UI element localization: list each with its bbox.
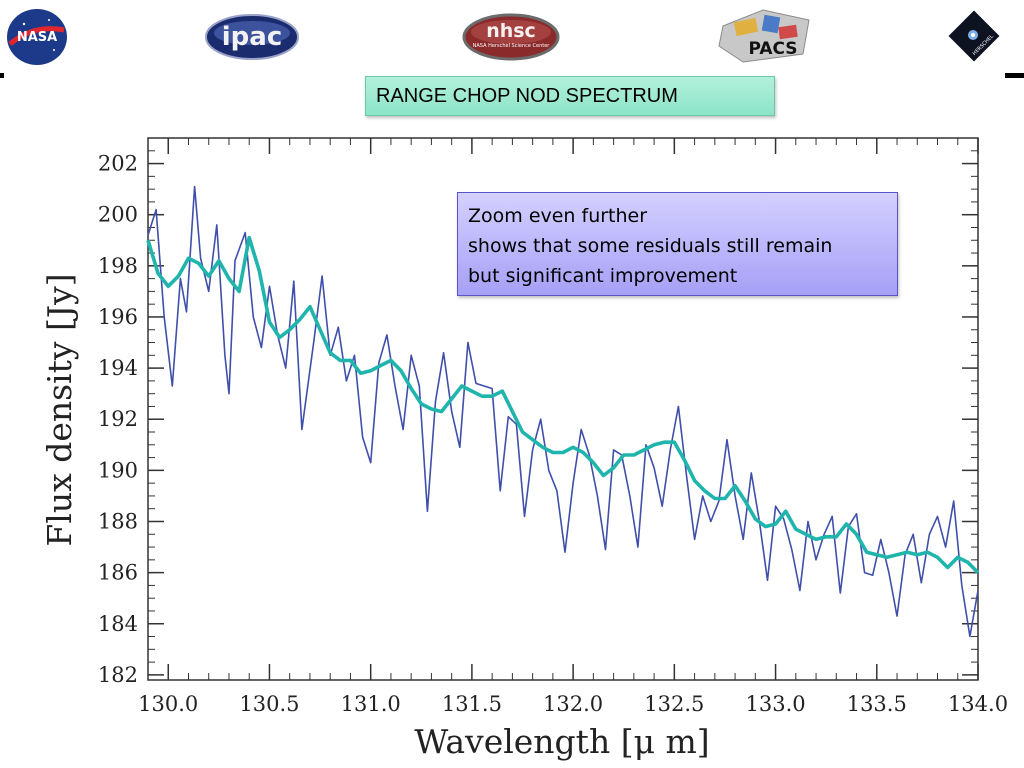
y-tick-label: 182 (98, 663, 138, 687)
herschel-logo-icon: HERSCHEL (948, 10, 1000, 62)
nhsc-logo-text: nhsc (486, 20, 536, 42)
x-tick-label: 133.5 (847, 692, 907, 716)
annotation-line-3: but significant improvement (468, 265, 738, 287)
annotation-line-1: Zoom even further (468, 205, 648, 227)
axes-group: 130.0 130.5 131.0 131.5 132.0 132.5 133.0 133.5… (98, 137, 1008, 716)
x-tick-label: 130.5 (239, 692, 299, 716)
y-tick-label: 184 (98, 612, 138, 636)
y-tick-label: 202 (98, 152, 138, 176)
slide-title-box: RANGE CHOP NOD SPECTRUM (365, 76, 775, 116)
nasa-logo-text: NASA (17, 30, 57, 45)
nasa-logo-icon: NASA (7, 9, 67, 65)
y-tick-label: 188 (98, 509, 138, 533)
x-tick-label: 133.0 (745, 692, 805, 716)
x-tick-label: 132.0 (543, 692, 603, 716)
y-tick-label: 198 (98, 254, 138, 278)
x-tick-label: 134.0 (948, 692, 1008, 716)
slide-title: RANGE CHOP NOD SPECTRUM (376, 85, 678, 107)
annotation-line-2: shows that some residuals still remain (468, 235, 833, 257)
y-tick-label: 190 (98, 458, 138, 482)
series-group (146, 185, 980, 638)
plot-frame (147, 137, 979, 681)
pacs-logo-icon: PACS (718, 9, 810, 63)
y-tick-label: 200 (98, 203, 138, 227)
right-edge-line (1005, 73, 1024, 78)
x-axis-title: Wavelength [μ m] (414, 722, 709, 761)
y-tick-label: 196 (98, 305, 138, 329)
pacs-logo-text: PACS (748, 39, 797, 59)
y-axis-title: Flux density [Jy] (40, 273, 79, 546)
annotation-box: Zoom even further shows that some residu… (457, 192, 898, 296)
ipac-logo-text: ipac (222, 22, 282, 52)
smoothed-spectrum-line (146, 235, 980, 574)
x-tick-label: 131.5 (442, 692, 502, 716)
x-tick-label: 131.0 (341, 692, 401, 716)
left-edge-line (0, 73, 4, 78)
y-tick-label: 194 (98, 356, 138, 380)
x-tick-label: 130.0 (138, 692, 198, 716)
y-tick-label: 186 (98, 561, 138, 585)
y-tick-label: 192 (98, 407, 138, 431)
nhsc-logo-icon: nhsc NASA Herschel Science Center (462, 13, 560, 61)
nhsc-logo-subtext: NASA Herschel Science Center (473, 43, 551, 49)
raw-spectrum-line (147, 185, 979, 638)
x-tick-label: 132.5 (644, 692, 704, 716)
ipac-logo-icon: ipac (205, 14, 299, 60)
